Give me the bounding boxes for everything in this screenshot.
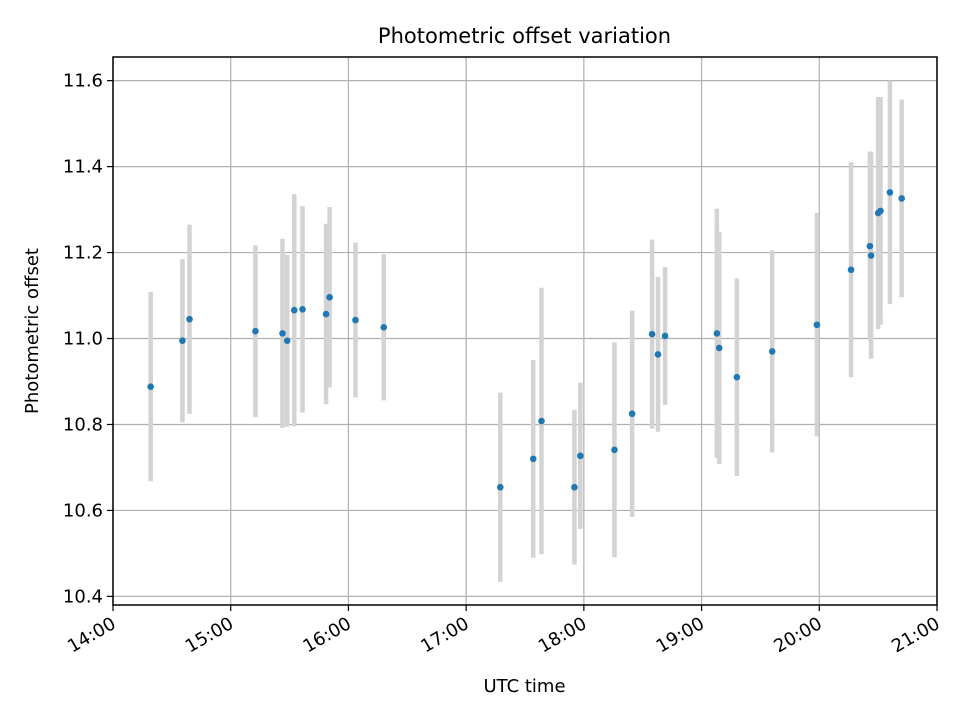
- data-point: [866, 242, 874, 250]
- y-tick-label: 11.6: [63, 71, 103, 92]
- y-tick-label: 10.6: [63, 500, 103, 521]
- y-tick-label: 10.4: [63, 586, 103, 607]
- data-point: [877, 207, 884, 215]
- data-point: [867, 252, 875, 259]
- data-point: [538, 417, 545, 425]
- x-axis-title: UTC time: [483, 676, 565, 697]
- data-point: [326, 293, 333, 301]
- data-point: [648, 330, 656, 338]
- y-tick-label: 10.8: [63, 414, 103, 435]
- data-point: [299, 305, 306, 313]
- data-point: [611, 446, 618, 454]
- data-point: [186, 315, 193, 323]
- data-point: [898, 195, 905, 202]
- data-point: [252, 327, 259, 335]
- chart-title: Photometric offset variation: [378, 24, 671, 48]
- data-point: [768, 348, 776, 355]
- data-point: [283, 337, 291, 344]
- data-point: [661, 332, 669, 340]
- data-point: [733, 373, 741, 381]
- data-point: [279, 330, 286, 337]
- y-axis-title: Photometric offset: [22, 248, 43, 414]
- data-point: [715, 344, 723, 352]
- point-group: [147, 189, 905, 491]
- data-point: [352, 316, 359, 324]
- data-point: [577, 452, 584, 460]
- y-tick-label: 11.0: [63, 329, 103, 350]
- data-point: [571, 483, 578, 491]
- data-point: [529, 455, 537, 463]
- y-tick-label: 11.4: [63, 157, 103, 178]
- data-point: [147, 383, 154, 390]
- data-point: [654, 351, 662, 358]
- data-point: [496, 483, 504, 491]
- data-point: [886, 189, 894, 196]
- data-point: [628, 410, 636, 418]
- y-axis: 10.4 10.6 10.8 11.0 11.2 11.4 11.6: [63, 71, 113, 607]
- data-point: [322, 310, 330, 318]
- data-point: [713, 330, 721, 337]
- data-point: [380, 324, 388, 331]
- data-point: [179, 337, 186, 344]
- data-point: [813, 321, 821, 329]
- data-point: [847, 266, 855, 274]
- plot-frame: [112, 56, 938, 606]
- y-tick-label: 11.2: [63, 243, 103, 264]
- data-point: [290, 306, 298, 314]
